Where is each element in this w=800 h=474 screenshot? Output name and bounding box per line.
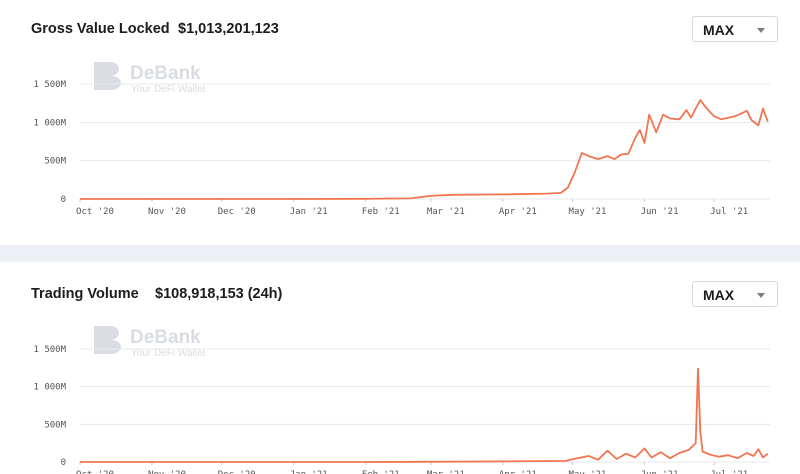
- x-tick-label: Feb '21: [362, 470, 400, 474]
- x-tick-label: Oct '20: [76, 207, 114, 217]
- tv-range-select[interactable]: MAX: [692, 281, 778, 307]
- watermark-tagline: Your DeFi Wallet: [131, 348, 206, 359]
- x-tick-label: Jun '21: [641, 207, 679, 217]
- section-divider: [0, 245, 800, 262]
- chevron-down-icon: [757, 28, 765, 33]
- x-tick-label: Nov '20: [148, 207, 186, 217]
- y-tick-label: 1 500M: [33, 345, 66, 355]
- gvl-range-select[interactable]: MAX: [692, 16, 778, 42]
- x-tick-label: Apr '21: [499, 207, 537, 217]
- x-tick-label: Jul '21: [710, 207, 748, 217]
- x-tick-label: Feb '21: [362, 207, 400, 217]
- watermark-brand: DeBank: [130, 327, 201, 348]
- gvl-panel: Gross Value Locked $1,013,201,123 MAX De…: [31, 16, 778, 217]
- y-tick-label: 0: [61, 458, 66, 468]
- x-tick-label: Mar '21: [427, 207, 465, 217]
- debank-logo-icon: [94, 326, 121, 354]
- x-tick-label: Jan '21: [290, 207, 328, 217]
- chevron-down-icon: [757, 293, 765, 298]
- series-line: [80, 99, 769, 200]
- x-tick-label: May '21: [569, 207, 607, 217]
- x-tick-label: Oct '20: [76, 470, 114, 474]
- y-tick-label: 0: [61, 195, 66, 205]
- x-tick-label: Mar '21: [427, 470, 465, 474]
- series-line: [80, 367, 769, 463]
- x-tick-label: Apr '21: [499, 470, 537, 474]
- debank-logo-icon: [94, 62, 121, 90]
- watermark-tagline: Your DeFi Wallet: [131, 84, 206, 95]
- x-tick-label: Dec '20: [218, 207, 256, 217]
- tv-title: Trading Volume: [31, 286, 139, 302]
- tv-range-select-value: MAX: [703, 287, 735, 303]
- tv-value: $108,918,153 (24h): [155, 286, 283, 302]
- y-tick-label: 1 000M: [33, 118, 66, 128]
- x-tick-label: Jun '21: [641, 470, 679, 474]
- x-tick-label: Jan '21: [290, 470, 328, 474]
- tv-panel: Trading Volume $108,918,153 (24h) MAX De…: [0, 262, 800, 474]
- x-tick-label: Dec '20: [218, 470, 256, 474]
- gvl-value: $1,013,201,123: [178, 21, 279, 37]
- y-tick-label: 1 000M: [33, 383, 66, 393]
- watermark-brand: DeBank: [130, 63, 201, 84]
- y-tick-label: 1 500M: [33, 80, 66, 90]
- gvl-title: Gross Value Locked: [31, 21, 170, 37]
- y-tick-label: 500M: [44, 157, 66, 167]
- gvl-range-select-value: MAX: [703, 22, 735, 38]
- x-tick-label: Jul '21: [710, 470, 748, 474]
- x-tick-label: May '21: [569, 470, 607, 474]
- x-tick-label: Nov '20: [148, 470, 186, 474]
- y-tick-label: 500M: [44, 420, 66, 430]
